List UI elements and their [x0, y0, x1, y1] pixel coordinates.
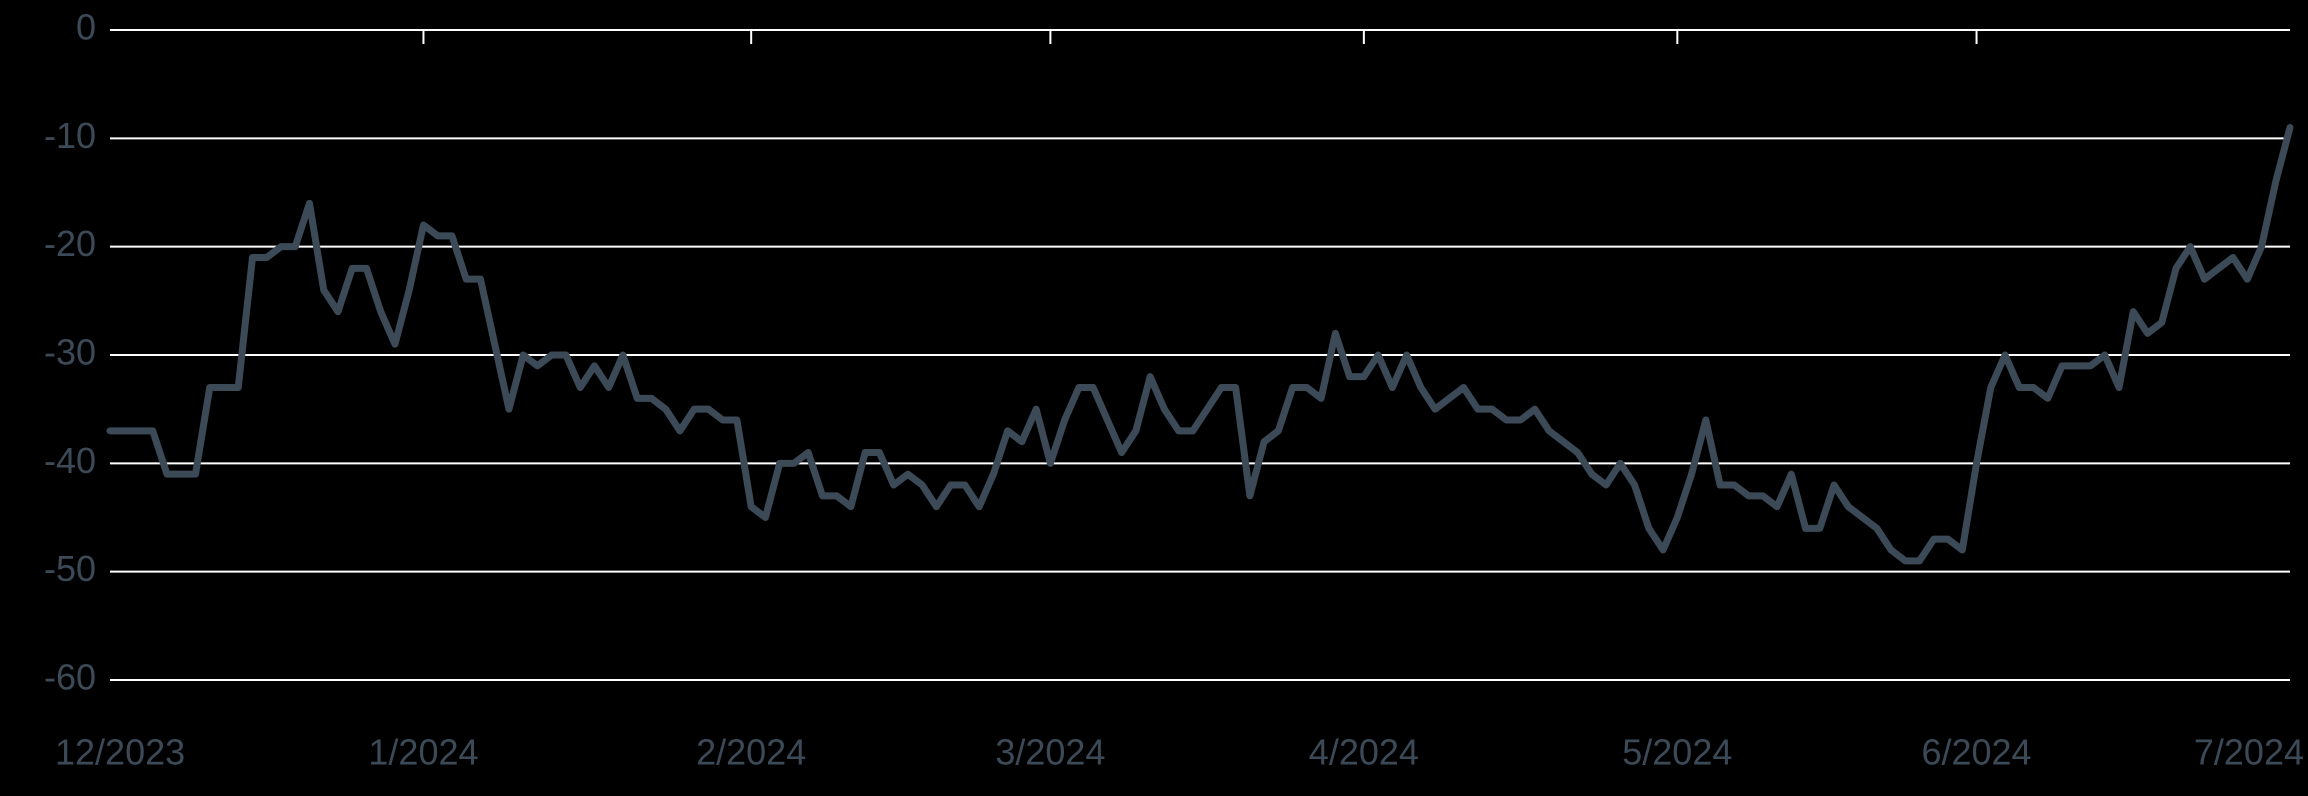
line-chart: 0 -10 -20 -30 -40 -50 -60 12/2023 1/2024 2/2024 3/…: [0, 0, 2308, 796]
y-axis-label: -30: [44, 332, 96, 373]
chart-background: [0, 0, 2308, 796]
y-axis-label: -20: [44, 223, 96, 264]
x-axis-label: 1/2024: [368, 731, 478, 772]
x-axis-label: 2/2024: [696, 731, 806, 772]
x-axis-label: 7/2024: [2194, 731, 2304, 772]
x-axis-label: 6/2024: [1921, 731, 2031, 772]
y-axis-label: 0: [76, 7, 96, 48]
x-axis-label: 12/2023: [55, 731, 185, 772]
y-axis-label: -60: [44, 657, 96, 698]
y-axis-label: -10: [44, 115, 96, 156]
y-axis-label: -40: [44, 440, 96, 481]
x-axis-label: 5/2024: [1622, 731, 1732, 772]
x-axis-label: 4/2024: [1309, 731, 1419, 772]
x-axis-label: 3/2024: [995, 731, 1105, 772]
y-axis-label: -50: [44, 548, 96, 589]
